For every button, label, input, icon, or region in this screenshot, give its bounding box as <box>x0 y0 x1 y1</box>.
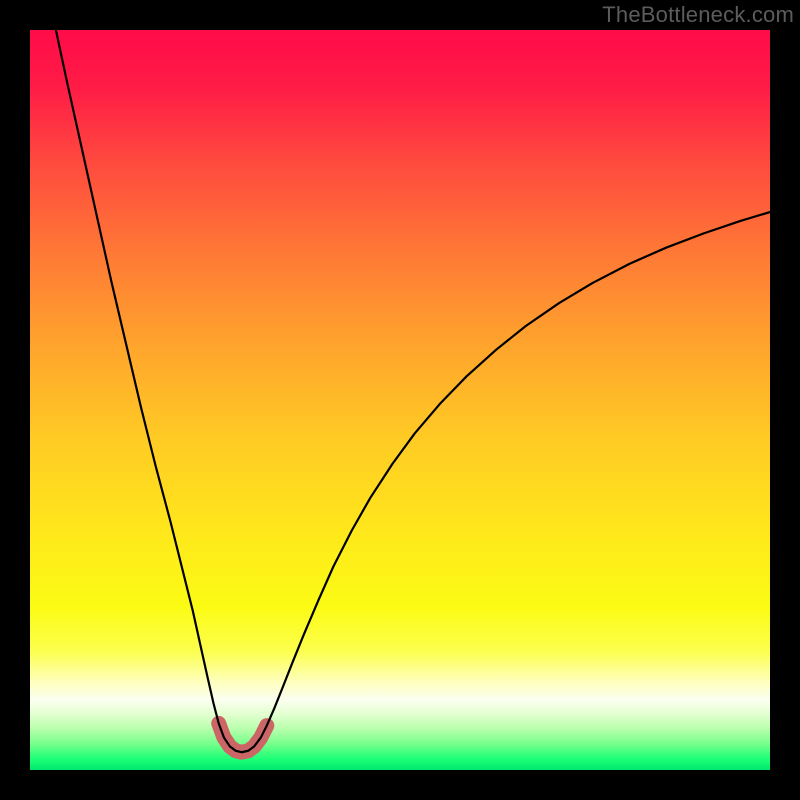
gradient-background <box>30 30 770 770</box>
plot-area <box>30 30 770 770</box>
watermark-label: TheBottleneck.com <box>602 2 794 28</box>
plot-svg <box>30 30 770 770</box>
